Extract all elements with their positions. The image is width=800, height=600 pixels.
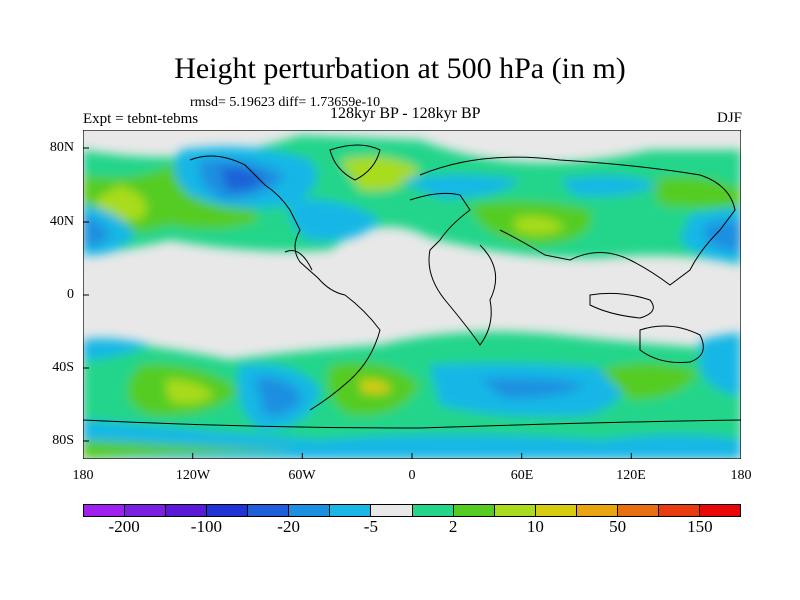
lon-label-0: 0 — [408, 468, 416, 483]
colorbar-swatch — [494, 505, 536, 516]
colorbar-swatch — [576, 505, 618, 516]
experiment-label: Expt = tebnt-tebms — [83, 111, 199, 127]
colorbar-label: 50 — [609, 517, 627, 536]
map-title: Height perturbation at 500 hPa (in m) — [174, 52, 626, 85]
colorbar-label: 150 — [687, 517, 713, 536]
lon-label-180e: 180 — [730, 468, 752, 483]
colorbar-label: 2 — [448, 517, 458, 536]
lat-label-0: 0 — [67, 287, 74, 302]
period-label: 128kyr BP - 128kyr BP — [330, 105, 481, 122]
colorbar-swatch — [535, 505, 577, 516]
colorbar-swatch — [453, 505, 495, 516]
colorbar-swatch — [371, 505, 413, 516]
colorbar-label: -20 — [277, 517, 300, 536]
lon-label-120w: 120W — [175, 468, 211, 483]
colorbar-swatch — [84, 505, 126, 516]
axis-ticks — [83, 147, 741, 459]
lon-label-120e: 120E — [616, 468, 646, 483]
colorbar-label: -100 — [190, 517, 222, 536]
colorbar-swatch — [125, 505, 167, 516]
colorbar-swatch — [166, 505, 208, 516]
colorbar-label: -5 — [363, 517, 378, 536]
lat-label-40n: 40N — [49, 214, 74, 229]
colorbar-swatch — [412, 505, 454, 516]
lat-label-80s: 80S — [52, 433, 74, 448]
lat-label-80n: 80N — [49, 140, 74, 155]
colorbar-label: 10 — [526, 517, 544, 536]
colorbar-swatch — [207, 505, 249, 516]
colorbar-swatch — [617, 505, 659, 516]
colorbar-swatch — [658, 505, 700, 516]
lon-label-180w: 180 — [72, 468, 94, 483]
colorbar-swatch — [699, 505, 740, 516]
colorbar-label: -200 — [108, 517, 140, 536]
lon-label-60w: 60W — [288, 468, 316, 483]
coastlines — [83, 144, 741, 429]
colorbar-swatch — [330, 505, 372, 516]
colorbar-swatch — [248, 505, 290, 516]
season-label: DJF — [716, 110, 742, 126]
stats-text: rmsd= 5.19623 diff= 1.73659e-10 — [190, 95, 381, 110]
lat-label-40s: 40S — [52, 360, 74, 375]
colorbar-swatch — [289, 505, 331, 516]
colorbar — [83, 504, 741, 517]
lon-label-60e: 60E — [510, 468, 534, 483]
